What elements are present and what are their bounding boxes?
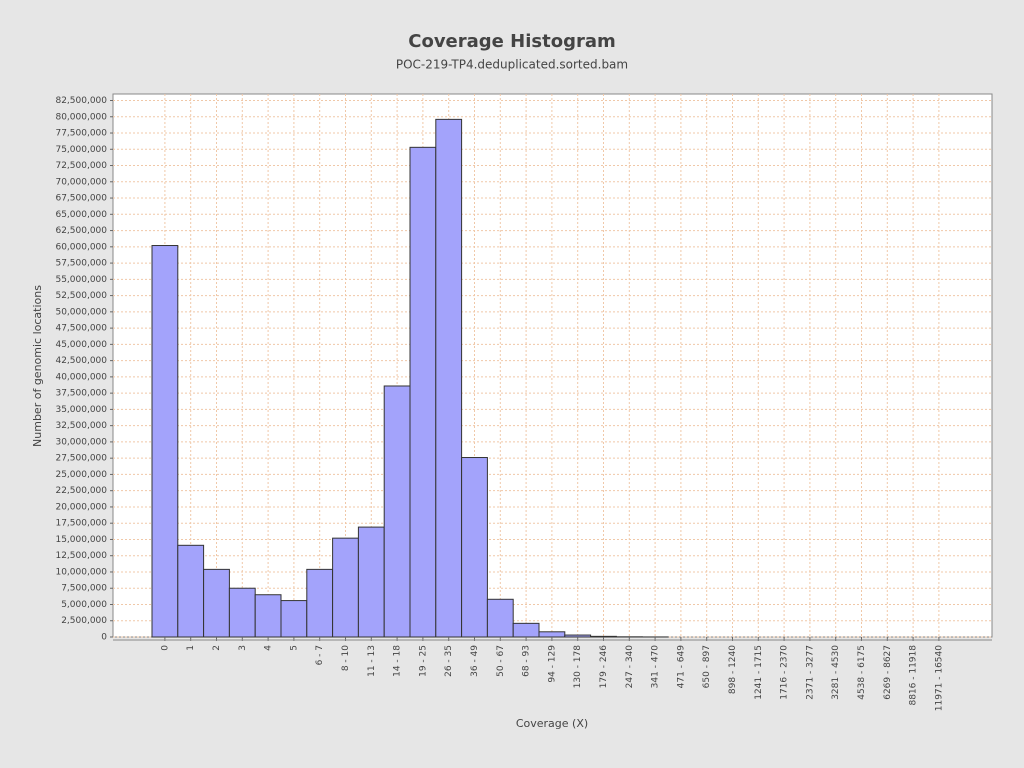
bar [228,587,256,638]
chart-title: Coverage Histogram [408,31,615,52]
y-tick-label: 42,500,000 [55,356,107,366]
y-tick-label: 32,500,000 [55,421,107,431]
y-tick-label: 50,000,000 [55,307,107,317]
y-tick-label: 7,500,000 [61,584,107,594]
y-tick-label: 12,500,000 [55,551,107,561]
bar [254,594,282,638]
x-tick-label: 179 - 246 [599,645,609,689]
y-tick-label: 37,500,000 [55,389,107,399]
x-tick-label: 2371 - 3277 [805,645,815,700]
bar [357,526,385,638]
y-tick-label: 62,500,000 [55,226,107,236]
bar [409,146,437,638]
bar [564,634,592,638]
bar [486,598,514,638]
x-tick-label: 14 - 18 [393,645,403,677]
x-tick-label: 3281 - 4530 [831,645,841,700]
marks [151,118,669,638]
y-tick-label: 80,000,000 [55,112,107,122]
bar [306,568,334,638]
y-tick-label: 22,500,000 [55,486,107,496]
plot-area [112,93,993,638]
y-tick-label: 10,000,000 [55,567,107,577]
x-tick-label: 6269 - 8627 [883,645,893,700]
x-tick-label: 247 - 340 [625,645,635,689]
y-tick-label: 70,000,000 [55,177,107,187]
bar [590,635,617,638]
y-tick-label: 35,000,000 [55,405,107,415]
bar [280,600,308,638]
x-tick-label: 11971 - 16540 [934,645,944,712]
x-tick-label: 1716 - 2370 [780,645,790,700]
x-tick-label: 94 - 129 [547,645,557,683]
x-tick-label: 19 - 25 [418,645,428,677]
y-tick-label: 15,000,000 [55,535,107,545]
y-tick-label: 20,000,000 [55,502,107,512]
x-tick-label: 341 - 470 [651,645,661,689]
y-tick-label: 27,500,000 [55,454,107,464]
x-tick-label: 3 [238,645,248,651]
x-tick-label: 1 [186,645,196,651]
x-tick-label: 8 - 10 [341,645,351,671]
bar [332,537,359,638]
x-tick-label: 471 - 649 [676,645,686,689]
y-tick-label: 52,500,000 [55,291,107,301]
x-tick-label: 0 [160,645,170,651]
y-tick-label: 5,000,000 [61,600,107,610]
y-tick-label: 2,500,000 [61,616,107,626]
y-tick-label: 67,500,000 [55,194,107,204]
y-tick-label: 72,500,000 [55,161,107,171]
x-tick-label: 1241 - 1715 [754,645,764,700]
x-tick-label: 130 - 178 [573,645,583,689]
y-tick-label: 30,000,000 [55,437,107,447]
x-tick-label: 26 - 35 [444,645,454,677]
x-tick-label: 68 - 93 [522,645,532,677]
x-tick-label: 5 [289,645,299,651]
x-tick-label: 36 - 49 [470,645,480,677]
x-axis-label: Coverage (X) [516,717,588,730]
y-tick-label: 77,500,000 [55,129,107,139]
y-tick-label: 82,500,000 [55,96,107,106]
x-tick-label: 898 - 1240 [728,645,738,694]
y-axis-label: Number of genomic locations [31,285,44,447]
y-tick-label: 40,000,000 [55,372,107,382]
y-tick-label: 57,500,000 [55,259,107,269]
bar [151,245,179,638]
bar [435,118,463,638]
y-tick-label: 0 [101,633,107,643]
y-tick-label: 75,000,000 [55,145,107,155]
y-tick-label: 25,000,000 [55,470,107,480]
bar [203,568,230,638]
x-tick-label: 6 - 7 [315,645,325,665]
y-tick-label: 60,000,000 [55,242,107,252]
x-tick-label: 50 - 67 [496,645,506,677]
chart-subtitle: POC-219-TP4.deduplicated.sorted.bam [396,58,628,72]
y-tick-label: 45,000,000 [55,340,107,350]
bar [512,622,540,638]
y-tick-label: 47,500,000 [55,324,107,334]
x-tick-label: 4538 - 6175 [857,645,867,700]
y-tick-label: 55,000,000 [55,275,107,285]
x-tick-label: 650 - 897 [702,645,712,688]
x-tick-label: 4 [264,645,274,651]
bar [383,385,411,638]
bar [538,631,566,638]
y-tick-label: 65,000,000 [55,210,107,220]
bar [177,544,205,638]
bar [461,457,488,638]
x-tick-label: 11 - 13 [367,645,377,677]
x-tick-label: 2 [212,645,222,651]
x-tick-label: 8816 - 11918 [909,645,919,706]
y-tick-label: 17,500,000 [55,519,107,529]
